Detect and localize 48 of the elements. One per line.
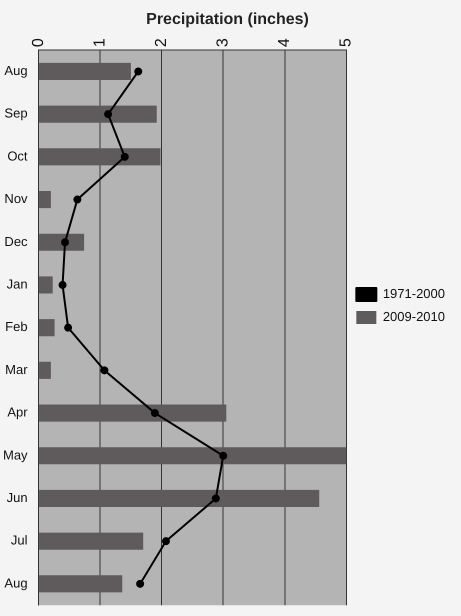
point: [120, 152, 129, 161]
point: [136, 580, 144, 588]
bar: [39, 362, 51, 379]
point: [100, 366, 108, 374]
point: [58, 280, 67, 289]
y-tick-label: Jul: [10, 532, 28, 548]
bar: [39, 148, 160, 166]
point: [212, 494, 220, 502]
bar: [39, 404, 226, 422]
point: [134, 67, 142, 76]
legend-label: 1971-2000: [382, 286, 446, 302]
x-tick-label: 2: [152, 38, 170, 48]
y-tick-label: Mar: [5, 362, 28, 377]
y-tick-label: Aug: [4, 63, 28, 78]
y-tick-label: Oct: [7, 148, 28, 164]
bar: [39, 447, 346, 464]
point: [73, 196, 82, 204]
point: [61, 238, 70, 246]
point: [162, 537, 170, 546]
bar: [39, 319, 55, 336]
bar: [39, 575, 122, 592]
point: [64, 324, 72, 332]
y-tick-label: Nov: [4, 191, 28, 206]
y-tick-label: Aug: [4, 575, 28, 590]
chart-title: Precipitation (inches): [146, 11, 309, 28]
point: [104, 110, 112, 118]
bar: [39, 191, 51, 208]
bar: [39, 106, 157, 123]
bar: [39, 276, 53, 294]
x-tick-label: 3: [214, 38, 232, 48]
bar: [39, 532, 144, 550]
x-tick-label: 5: [338, 38, 355, 48]
y-tick-label: Jan: [6, 276, 28, 292]
y-tick-label: Dec: [4, 234, 28, 249]
legend-label: 2009-2010: [382, 309, 446, 324]
bar: [39, 234, 84, 251]
y-tick-label: Feb: [5, 319, 28, 334]
bar: [39, 490, 320, 507]
y-tick-label: May: [2, 447, 28, 462]
y-tick-label: Jun: [6, 490, 28, 506]
x-tick-label: 1: [91, 38, 108, 48]
x-tick-label: 4: [276, 38, 293, 48]
bar: [39, 62, 131, 80]
point: [219, 452, 228, 460]
x-tick-label: 0: [30, 38, 47, 48]
y-tick-label: Apr: [7, 404, 28, 420]
point: [150, 409, 159, 418]
y-tick-label: Sep: [4, 106, 28, 121]
